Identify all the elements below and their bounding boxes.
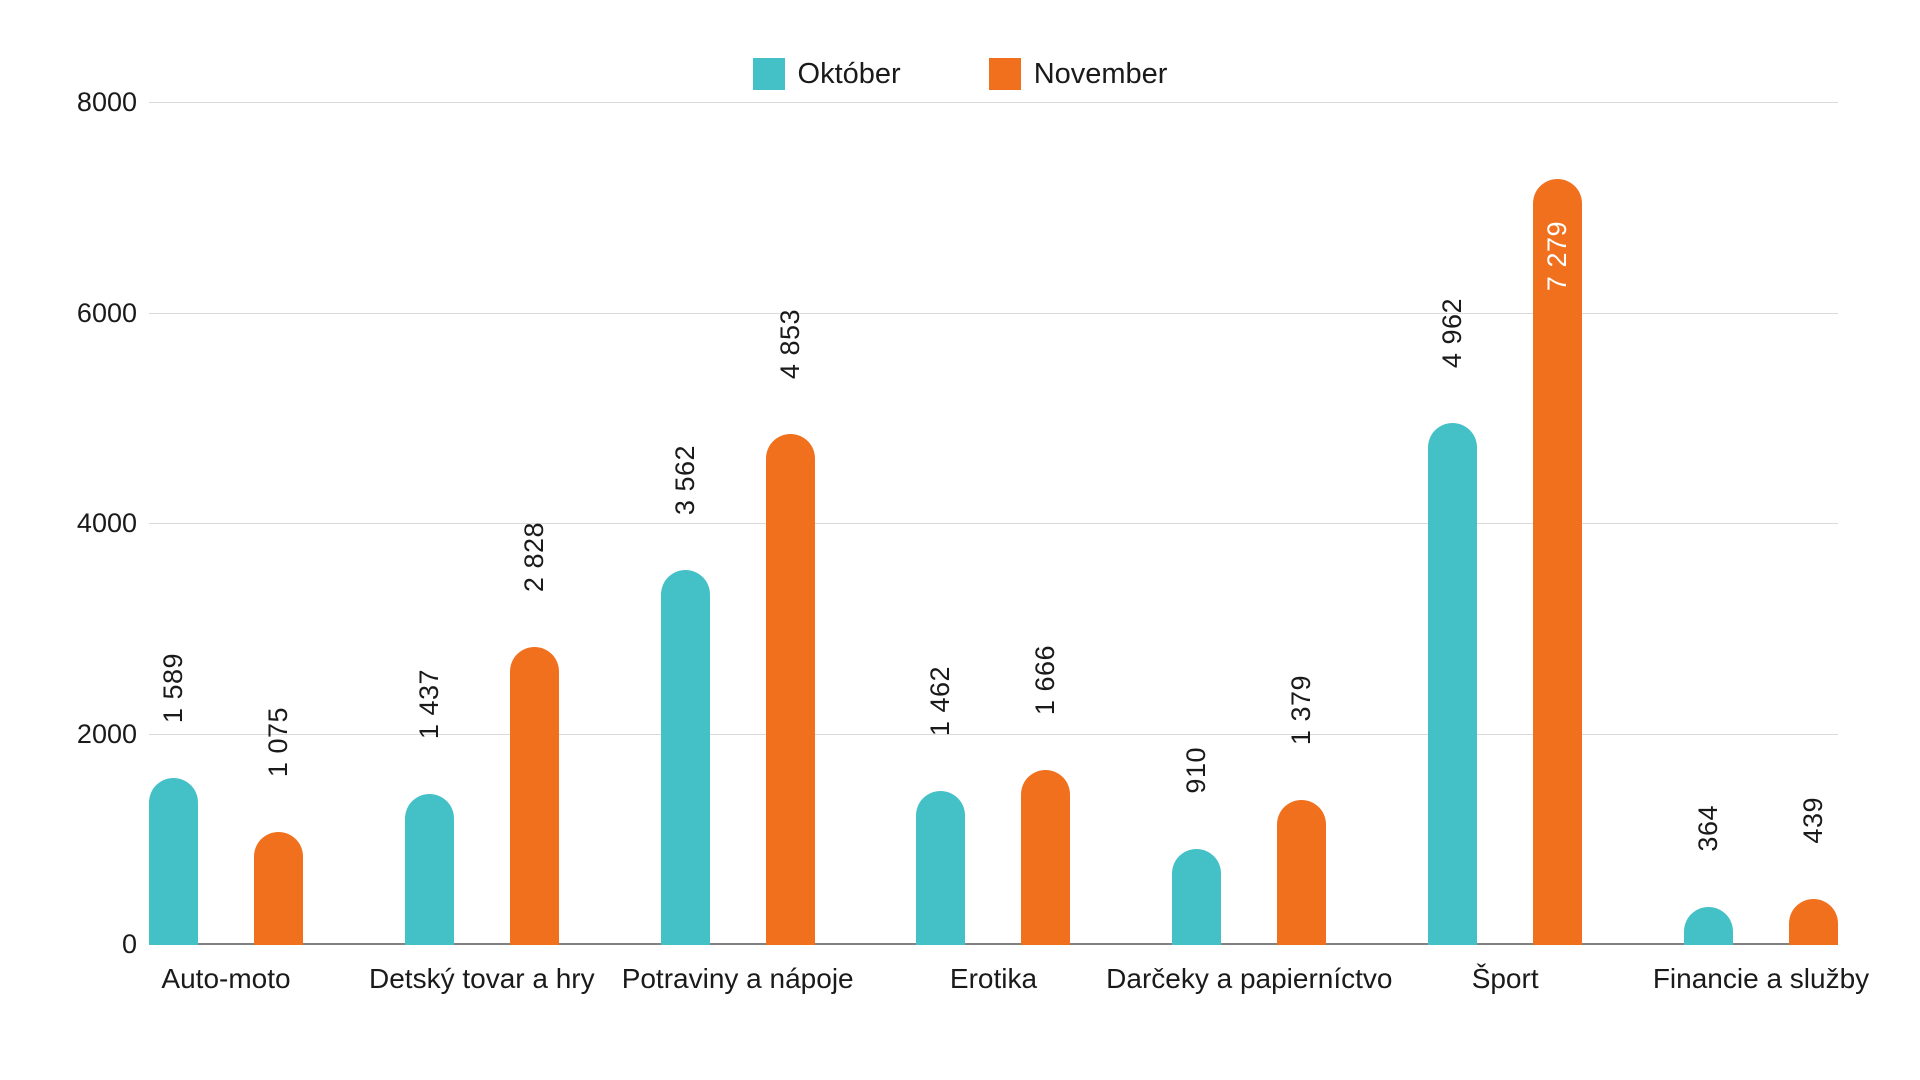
bar-group: 910 1 379 [1172, 103, 1327, 945]
x-category-label: Darčeky a papierníctvo [1106, 963, 1393, 994]
bar-column: 1 589 [149, 103, 198, 945]
bar-november-6[interactable]: 7 279 [1533, 179, 1583, 945]
y-axis: 0 2000 4000 6000 8000 [0, 89, 137, 958]
bar-group: 1 589 1 075 [149, 103, 303, 945]
legend-swatch-icon [752, 58, 785, 90]
bar-column: 1 075 [254, 103, 303, 945]
legend-label: Október [797, 58, 901, 90]
bar-október-3[interactable] [660, 570, 710, 945]
bar-value-label-wrap: 3 562 [661, 445, 710, 515]
bar-value-label-wrap: 4 853 [766, 309, 815, 379]
bar-group: 1 462 1 666 [916, 103, 1071, 945]
bar-value-label: 439 [1797, 797, 1828, 844]
bar-column: 4 853 [765, 103, 815, 945]
x-category-label: Auto-moto [161, 963, 291, 994]
bar-value-label: 2 828 [518, 521, 549, 592]
y-tick-label: 4000 [76, 508, 137, 538]
bar-value-label-wrap: 1 075 [254, 707, 303, 777]
gridline [149, 312, 1838, 314]
gridline [149, 523, 1838, 524]
bars-row: 1 589 1 075 1 437 2 828 3 562 4 853 1 462 1 666… [149, 103, 1838, 945]
legend-item-november[interactable]: November [988, 58, 1168, 90]
legend-item-october[interactable]: Október [752, 58, 901, 90]
bar-október-6[interactable] [1428, 423, 1478, 945]
plot-area: 1 589 1 075 1 437 2 828 3 562 4 853 1 462 1 666… [149, 102, 1838, 945]
y-tick-label: 6000 [76, 297, 137, 328]
bar-value-label: 4 853 [774, 308, 805, 379]
bar-column: 1 437 [404, 103, 454, 945]
bar-november-4[interactable] [1021, 770, 1071, 945]
bar-value-label-wrap: 439 [1789, 797, 1838, 844]
bar-column: 439 [1788, 103, 1838, 945]
bar-november-7[interactable] [1788, 899, 1838, 945]
bar-október-5[interactable] [1172, 849, 1222, 945]
bar-group: 364 439 [1683, 103, 1838, 945]
bar-value-label-wrap: 1 666 [1021, 645, 1070, 715]
bar-október-2[interactable] [404, 794, 454, 945]
x-category-label: Šport [1471, 963, 1539, 994]
x-category-label: Erotika [949, 963, 1038, 994]
y-tick-label: 0 [121, 929, 137, 959]
bar-value-label-wrap: 1 462 [916, 666, 965, 736]
legend-swatch-icon [988, 58, 1021, 90]
bar-value-label: 7 279 [1542, 221, 1573, 292]
bar-value-label-wrap: 1 379 [1277, 675, 1326, 745]
bar-value-label-wrap: 4 962 [1428, 298, 1477, 368]
bar-value-label: 1 379 [1286, 674, 1317, 745]
bar-value-label-wrap: 7 279 [1533, 221, 1582, 291]
x-category-label: Potraviny a nápoje [621, 963, 854, 994]
bar-value-label-wrap: 1 589 [149, 653, 198, 723]
gridline [149, 102, 1838, 103]
bar-column: 910 [1172, 103, 1222, 945]
y-tick-label: 2000 [76, 718, 137, 749]
bar-value-label: 910 [1181, 747, 1212, 794]
bar-value-label: 1 666 [1030, 644, 1061, 715]
x-category-label: Financie a služby [1652, 963, 1870, 994]
bar-november-2[interactable] [509, 647, 559, 945]
bar-column: 364 [1683, 103, 1733, 945]
bar-value-label: 1 075 [263, 706, 293, 777]
bar-value-label-wrap: 1 437 [405, 669, 454, 739]
bar-október-4[interactable] [916, 791, 966, 945]
bar-value-label: 3 562 [669, 444, 700, 515]
x-axis-line [149, 943, 1838, 945]
bar-value-label-wrap: 910 [1172, 747, 1221, 794]
bar-column: 1 666 [1021, 103, 1071, 945]
bar-value-label: 1 589 [158, 652, 188, 723]
bar-value-label: 1 462 [925, 665, 956, 736]
bar-group: 4 962 7 279 [1428, 103, 1583, 945]
bar-column: 7 279 [1533, 103, 1583, 945]
bar-value-label: 364 [1692, 805, 1723, 852]
bar-value-label: 1 437 [413, 668, 444, 739]
bar-november-1[interactable] [254, 832, 303, 945]
bar-november-3[interactable] [765, 434, 815, 945]
bar-column: 2 828 [509, 103, 559, 945]
chart-legend: Október November [0, 58, 1920, 90]
bar-column: 3 562 [660, 103, 710, 945]
legend-label: November [1033, 58, 1168, 90]
bar-group: 3 562 4 853 [660, 103, 815, 945]
y-tick-label: 8000 [76, 87, 137, 117]
gridline [149, 733, 1838, 735]
bar-group: 1 437 2 828 [404, 103, 559, 945]
x-axis: Auto-moto Detský tovar a hry Potraviny a n… [0, 962, 1920, 1002]
bar-value-label-wrap: 364 [1684, 805, 1733, 852]
bar-column: 1 462 [916, 103, 966, 945]
bar-column: 4 962 [1428, 103, 1478, 945]
x-category-label: Detský tovar a hry [369, 963, 595, 994]
bar-október-7[interactable] [1683, 907, 1733, 945]
bar-value-label: 4 962 [1437, 297, 1468, 368]
bar-november-5[interactable] [1277, 800, 1327, 945]
bar-október-1[interactable] [149, 778, 198, 945]
bar-value-label-wrap: 2 828 [510, 522, 559, 592]
bar-column: 1 379 [1277, 103, 1327, 945]
